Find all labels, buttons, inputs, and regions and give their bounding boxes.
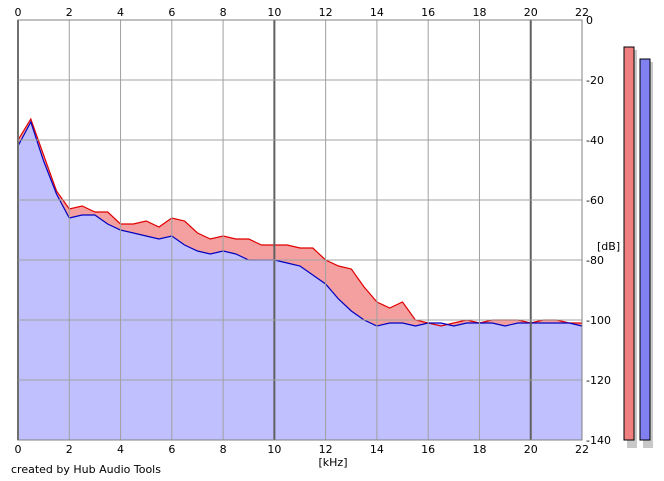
x-tick-label-top: 12	[319, 6, 333, 19]
x-tick-label-bottom: 6	[168, 443, 175, 456]
level-meter-2	[639, 58, 651, 441]
series-2-line	[17, 120, 583, 327]
x-tick-labels-bottom: 0 2 4 6 8 10 12 14 16 18 20 22	[15, 443, 590, 456]
x-axis-label: [kHz]	[319, 456, 348, 469]
x-tick-label-top: 18	[472, 6, 486, 19]
y-tick-label: -20	[586, 74, 604, 87]
x-tick-label-bottom: 10	[267, 443, 281, 456]
x-tick-label-bottom: 22	[575, 443, 589, 456]
y-tick-label: -60	[586, 194, 604, 207]
y-tick-label: -120	[586, 374, 611, 387]
x-tick-label-bottom: 14	[370, 443, 384, 456]
x-tick-label-bottom: 8	[220, 443, 227, 456]
x-tick-label-top: 6	[168, 6, 175, 19]
x-tick-label-top: 22	[575, 6, 589, 19]
level-meters	[623, 46, 653, 448]
x-tick-label-top: 0	[15, 6, 22, 19]
x-tick-label-bottom: 20	[524, 443, 538, 456]
y-tick-labels: 0 -20 -40 -60 -80 -100 -120 -140	[586, 14, 611, 447]
x-tick-label-bottom: 12	[319, 443, 333, 456]
x-tick-label-bottom: 4	[117, 443, 124, 456]
x-tick-label-top: 16	[421, 6, 435, 19]
y-axis-label: [dB]	[597, 240, 620, 253]
x-tick-labels-top: 0 2 4 6 8 10 12 14 16 18 20 22	[15, 6, 590, 19]
plot-frame	[17, 19, 583, 441]
series-1-line	[17, 117, 582, 327]
x-tick-label-bottom: 2	[66, 443, 73, 456]
series-2-area	[18, 122, 582, 440]
credit-text: created by Hub Audio Tools	[11, 463, 161, 476]
x-tick-label-bottom: 0	[15, 443, 22, 456]
x-tick-label-bottom: 18	[472, 443, 486, 456]
y-tick-label: -80	[586, 254, 604, 267]
x-tick-label-top: 2	[66, 6, 73, 19]
grid	[17, 19, 583, 441]
x-tick-label-top: 14	[370, 6, 384, 19]
x-tick-label-top: 8	[220, 6, 227, 19]
level-meter-1	[623, 46, 635, 441]
series-layer	[17, 117, 583, 440]
x-tick-label-top: 20	[524, 6, 538, 19]
y-tick-label: -100	[586, 314, 611, 327]
y-tick-label: 0	[586, 14, 593, 27]
x-tick-label-bottom: 16	[421, 443, 435, 456]
x-tick-label-top: 4	[117, 6, 124, 19]
y-tick-label: -40	[586, 134, 604, 147]
y-tick-label: -140	[586, 434, 611, 447]
x-tick-label-top: 10	[267, 6, 281, 19]
